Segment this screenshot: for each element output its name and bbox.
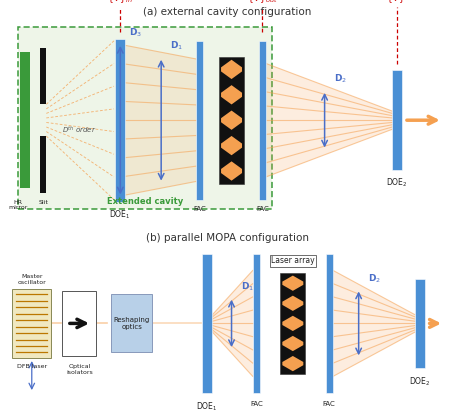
Text: (a) external cavity configuration: (a) external cavity configuration: [143, 7, 311, 17]
Polygon shape: [221, 136, 242, 155]
Text: Laser array: Laser array: [271, 257, 315, 265]
Text: $\{\Phi\}_{in}$: $\{\Phi\}_{in}$: [107, 0, 133, 5]
Bar: [13, 289, 51, 358]
Text: DOE$_2$: DOE$_2$: [386, 177, 408, 189]
Bar: [20, 52, 30, 188]
Text: Extended cavity: Extended cavity: [107, 197, 183, 206]
Text: D$_3$: D$_3$: [129, 26, 143, 39]
Text: D$_1$: D$_1$: [170, 40, 183, 52]
Bar: [219, 57, 244, 184]
Text: Master
oscillator: Master oscillator: [17, 274, 46, 285]
Bar: [253, 254, 260, 393]
Polygon shape: [282, 276, 303, 291]
Text: D$_2$: D$_2$: [334, 73, 347, 86]
Bar: [40, 47, 46, 104]
Polygon shape: [221, 85, 242, 105]
Polygon shape: [221, 161, 242, 181]
Text: DFB laser: DFB laser: [17, 364, 47, 369]
Bar: [326, 254, 333, 393]
Polygon shape: [221, 110, 242, 130]
Text: HR
mirror: HR mirror: [9, 200, 28, 210]
Polygon shape: [266, 63, 392, 177]
Polygon shape: [125, 45, 196, 195]
Text: FAC: FAC: [256, 206, 269, 213]
Text: Reshaping
optics: Reshaping optics: [114, 317, 150, 330]
Bar: [62, 291, 96, 356]
Text: FAC: FAC: [250, 401, 263, 407]
Text: DOE$_1$: DOE$_1$: [196, 401, 217, 413]
Bar: [392, 70, 402, 170]
Text: Slit: Slit: [38, 200, 48, 205]
Text: DOE$_2$: DOE$_2$: [409, 375, 431, 388]
Text: $D^{th}$ order: $D^{th}$ order: [62, 124, 97, 135]
Text: DOE$_1$: DOE$_1$: [109, 209, 131, 221]
Bar: [281, 273, 306, 374]
Bar: [202, 254, 212, 393]
Text: D$_1$: D$_1$: [241, 281, 254, 293]
Bar: [196, 41, 203, 200]
Polygon shape: [212, 270, 253, 376]
Text: $\{\Phi\}_{out}$: $\{\Phi\}_{out}$: [247, 0, 278, 5]
Text: $\{\Phi\}'$: $\{\Phi\}'$: [386, 0, 409, 5]
Polygon shape: [333, 270, 415, 376]
Polygon shape: [282, 296, 303, 311]
Bar: [111, 294, 152, 352]
Polygon shape: [282, 356, 303, 371]
Text: FAC: FAC: [323, 401, 336, 407]
Bar: [115, 39, 125, 202]
Bar: [415, 279, 425, 368]
Text: FAC: FAC: [193, 206, 206, 213]
Bar: [40, 136, 46, 193]
Polygon shape: [282, 316, 303, 331]
Text: (b) parallel MOPA configuration: (b) parallel MOPA configuration: [145, 233, 309, 243]
Polygon shape: [221, 60, 242, 79]
Bar: [259, 41, 266, 200]
Text: Optical
isolators: Optical isolators: [66, 364, 93, 375]
FancyBboxPatch shape: [18, 27, 272, 209]
Text: D$_2$: D$_2$: [368, 272, 381, 285]
Polygon shape: [282, 336, 303, 351]
